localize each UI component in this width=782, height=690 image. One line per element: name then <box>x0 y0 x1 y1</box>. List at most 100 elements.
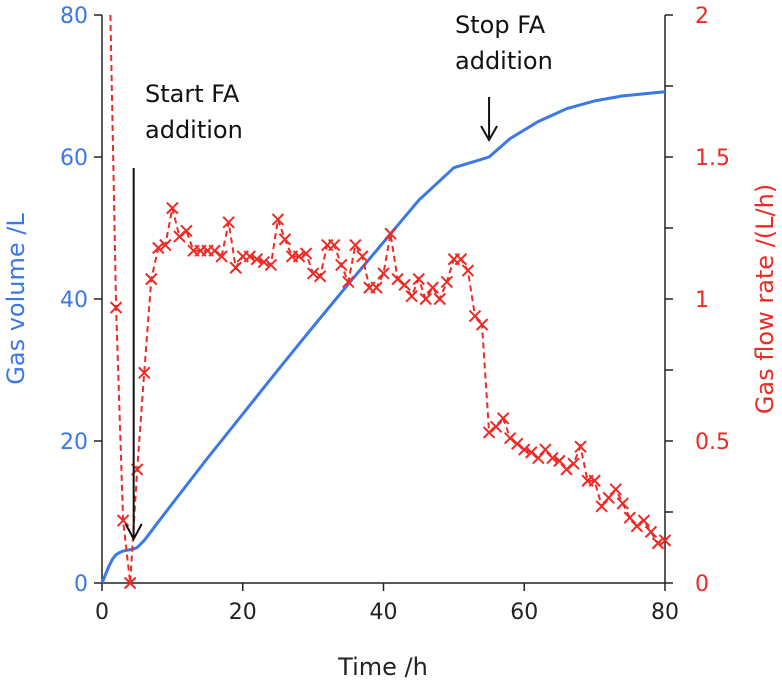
gas-flow-rate-point <box>595 500 608 513</box>
marker-stroke <box>384 227 397 240</box>
marker-stroke <box>532 451 545 465</box>
marker-stroke <box>377 267 390 280</box>
gas-flow-rate-point <box>637 514 651 527</box>
marker-stroke <box>454 253 468 266</box>
marker-stroke <box>553 454 566 468</box>
marker-stroke <box>503 431 517 445</box>
gas-flow-rate-point <box>461 264 475 277</box>
gas-flow-rate-point <box>138 366 151 380</box>
gas-flow-rate-point <box>567 457 580 470</box>
gas-flow-rate-point <box>264 258 278 272</box>
gas-flow-rate-point <box>426 281 439 294</box>
marker-stroke <box>328 238 341 252</box>
left-y-axis-title: Gas volume /L <box>2 213 30 385</box>
gas-flow-rate-point <box>229 261 242 274</box>
x-axis-title: Time /h <box>337 653 428 681</box>
marker-stroke <box>496 412 510 425</box>
marker-stroke <box>567 457 580 470</box>
marker-stroke <box>525 446 538 459</box>
gas-flow-rate-point <box>313 270 327 283</box>
gas-flow-rate-point <box>440 275 454 289</box>
left-y-tick-label: 80 <box>60 4 88 29</box>
marker-stroke <box>616 497 629 510</box>
stop-fa-annotation-text: Stop FA <box>455 11 546 39</box>
marker-stroke <box>116 514 130 527</box>
marker-stroke <box>426 281 439 294</box>
gas-flow-rate-point <box>299 247 313 260</box>
marker-stroke <box>595 500 608 513</box>
stop-fa-annotation-text: addition <box>455 47 553 75</box>
gas-flow-rate-point <box>623 511 637 524</box>
marker-stroke <box>412 272 425 286</box>
marker-stroke <box>419 292 432 306</box>
gas-flow-rate-point <box>475 318 489 331</box>
gas-flow-rate-point <box>335 258 348 272</box>
marker-stroke <box>271 213 285 226</box>
gas-flow-rate-point <box>292 250 306 263</box>
marker-stroke <box>166 201 179 215</box>
gas-flow-rate-point <box>588 474 601 487</box>
marker-stroke <box>440 275 454 289</box>
gas-flow-rate-point <box>278 233 292 246</box>
right-y-tick-label: 2 <box>695 4 709 29</box>
marker-stroke <box>208 244 221 257</box>
right-y-tick-label: 0.5 <box>695 430 730 455</box>
left-y-tick-label: 60 <box>60 146 88 171</box>
marker-stroke <box>609 483 622 496</box>
gas-flow-rate-point <box>489 420 503 434</box>
marker-stroke <box>588 474 601 487</box>
gas-flow-rate-point <box>518 443 531 456</box>
marker-stroke <box>180 224 193 238</box>
marker-stroke <box>306 267 320 280</box>
x-tick-label: 40 <box>370 600 398 625</box>
marker-stroke <box>637 514 651 527</box>
gas-flow-rate-point <box>222 216 235 229</box>
marker-stroke <box>292 250 306 263</box>
marker-stroke <box>370 281 383 294</box>
left-y-tick-label: 40 <box>60 288 88 313</box>
right-y-tick-label: 1 <box>695 288 709 313</box>
marker-stroke <box>349 238 362 252</box>
gas-flow-rate-point <box>349 238 362 252</box>
gas-flow-rate-point <box>609 483 622 496</box>
gas-flow-rate-point <box>152 241 165 255</box>
marker-stroke <box>546 451 559 465</box>
gas-flow-rate-point <box>215 250 228 263</box>
left-y-tick-label: 20 <box>60 430 88 455</box>
gas-flow-rate-point <box>532 451 545 465</box>
marker-stroke <box>651 537 665 550</box>
right-y-tick-label: 0 <box>695 572 709 597</box>
marker-stroke <box>468 309 482 323</box>
marker-stroke <box>475 318 489 331</box>
marker-stroke <box>644 525 658 539</box>
series-layer <box>100 14 672 590</box>
marker-stroke <box>313 270 327 283</box>
gas-flow-rate-point <box>398 278 411 292</box>
gas-flow-rate-point <box>145 272 158 286</box>
gas-flow-rate-point <box>342 275 355 289</box>
left-y-tick-label: 0 <box>74 572 88 597</box>
gas-flow-rate-point <box>553 454 566 468</box>
marker-stroke <box>138 366 151 380</box>
gas-flow-rate-point <box>271 213 285 226</box>
x-tick-label: 80 <box>651 600 679 625</box>
gas-flow-rate-point <box>377 267 390 280</box>
marker-stroke <box>391 272 404 286</box>
marker-stroke <box>109 301 123 314</box>
gas-flow-rate-point <box>454 253 468 266</box>
marker-stroke <box>159 238 172 252</box>
marker-stroke <box>335 258 348 272</box>
marker-stroke <box>518 443 531 456</box>
marker-stroke <box>658 534 672 547</box>
marker-stroke <box>243 250 256 263</box>
marker-stroke <box>405 289 418 303</box>
gas-flow-rate-point <box>250 253 264 266</box>
gas-flow-rate-point <box>539 443 552 456</box>
marker-stroke <box>433 292 447 306</box>
x-tick-label: 20 <box>229 600 257 625</box>
right-y-tick-label: 1.5 <box>695 146 730 171</box>
gas-flow-rate-point <box>546 451 559 465</box>
gas-flow-rate-point <box>468 309 482 323</box>
marker-stroke <box>489 420 503 434</box>
